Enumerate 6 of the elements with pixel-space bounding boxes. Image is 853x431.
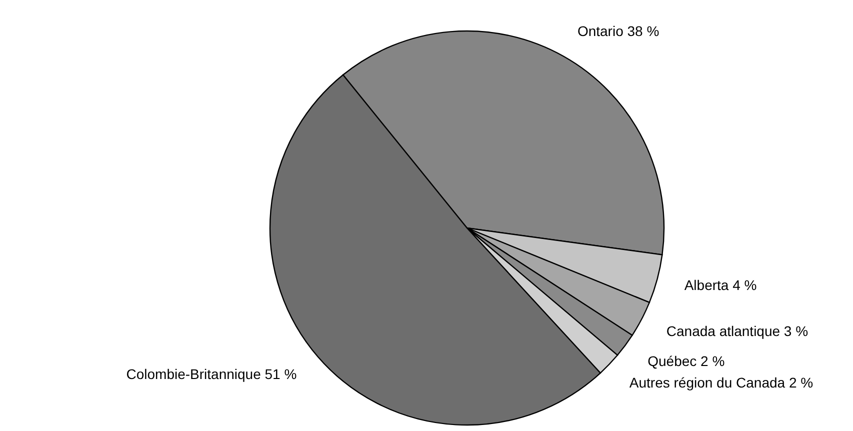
slice-label: Québec 2 % — [648, 353, 725, 370]
slice-label: Autres région du Canada 2 % — [629, 374, 814, 391]
slice-label: Colombie-Britannique 51 % — [126, 366, 297, 382]
slice-label: Ontario 38 % — [577, 22, 660, 39]
slice-label: Canada atlantique 3 % — [666, 323, 808, 340]
slice-label: Alberta 4 % — [684, 277, 757, 294]
